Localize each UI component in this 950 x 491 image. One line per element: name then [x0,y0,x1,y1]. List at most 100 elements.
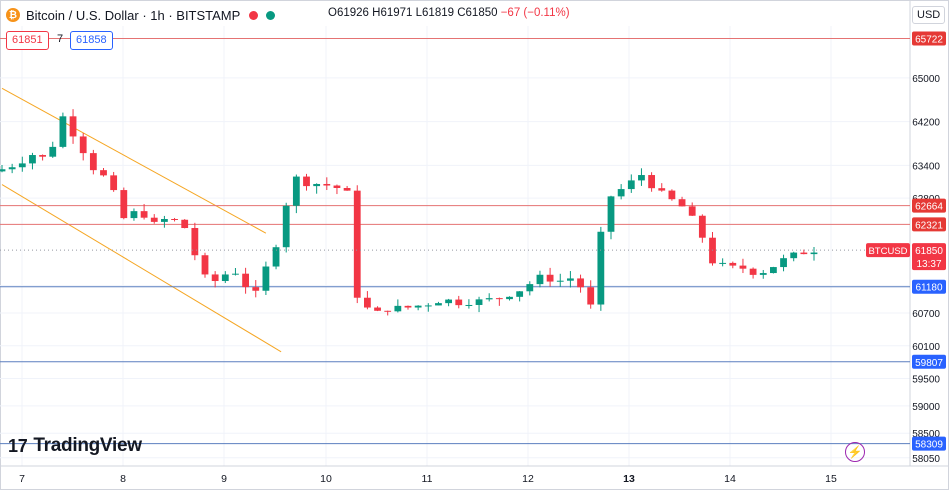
ohlc-open: O61926 [328,7,369,19]
candle-body [120,190,128,219]
candle-body [323,183,331,186]
symbol-header[interactable]: ₿ Bitcoin / U.S. Dollar · 1h · BITSTAMP [6,7,276,23]
time-tick-label: 8 [120,473,126,485]
current-price-badge [912,243,946,271]
candle-body [668,190,676,200]
candle-body [678,199,686,207]
time-tick-label: 12 [522,473,534,485]
candle-body [161,218,168,222]
candle-body [536,274,544,285]
candle-body [282,205,290,248]
candle-body [211,274,219,282]
channel-line-upper [1,87,267,234]
candle-body [252,287,260,291]
candle-body [445,299,452,304]
ohlc-low: L61819 [415,7,455,19]
candle-body [313,183,321,187]
candle-body [292,176,300,206]
candle-body [546,274,554,282]
candle-body [364,297,371,308]
candle-body [242,273,249,288]
candle-body [110,175,118,191]
channel-line-lower [1,184,282,353]
time-tick-label: 9 [221,473,227,485]
candle-body [384,310,392,312]
price-tick-label: 65000 [912,74,940,85]
level-badge-support [912,279,946,294]
spread-value: 7 [57,33,64,45]
candle-body [140,211,148,218]
sell-price-button[interactable]: 61851 [6,31,49,50]
candle-body [221,274,229,282]
ohlc-change: −67 (−0.11%) [500,7,570,19]
ohlc-close: C61850 [457,7,498,19]
candle-body [191,228,199,256]
candle-body [394,305,402,312]
time-tick-label: 13 [623,473,635,485]
symbol-tag-badge [866,243,910,258]
level-badge-label: 61180 [915,283,943,294]
candle-body [29,155,36,164]
candle-body [485,298,493,300]
candle-body [8,167,16,170]
candle-body [607,196,615,232]
time-tick-label: 11 [422,473,433,485]
candle-body [506,296,513,300]
candle-body [89,153,97,171]
candle-body [100,170,107,176]
tradingview-mark-icon: 17 [8,435,28,456]
level-badge-resistance [912,31,946,46]
tradingview-logo[interactable]: 17 TradingView [8,435,142,457]
candle-body [729,262,737,266]
candle-body [69,116,77,137]
candle-body [719,262,727,264]
candle-body [201,255,209,275]
candle-body [526,284,534,292]
candle-body [567,278,574,281]
ohlc-high: H61971 [372,7,413,19]
status-dot-green [266,10,276,20]
candle-body [810,252,818,255]
time-tick-label: 7 [19,473,25,485]
level-badge-label: 65722 [915,34,943,45]
candle-body [617,189,625,197]
currency-selector[interactable]: USD [912,6,946,24]
price-tick-label: 58500 [912,429,940,440]
status-dot-red [249,10,259,20]
candle-body [303,176,310,187]
candle-body [150,217,158,222]
candle-body [495,298,503,300]
candle-body [333,185,341,188]
buy-price-button[interactable]: 61858 [70,31,113,50]
candle-body [232,273,239,275]
bar-countdown-label: 13:37 [916,259,941,270]
candle-body [49,146,57,157]
candle-body [424,305,432,307]
lightning-icon[interactable]: ⚡ [845,442,865,462]
symbol-tag-label: BTCUSD [868,246,907,257]
candle-body [577,278,584,288]
candle-body [780,258,787,268]
candle-body [770,267,777,274]
candle-body [39,155,46,157]
candle-body [414,305,422,308]
candle-body [435,303,442,306]
candle-body [739,265,747,269]
candle-body [465,304,473,306]
candle-body [658,188,666,191]
time-tick-label: 14 [724,473,736,485]
level-badge-label: 62664 [915,202,943,213]
candle-body [262,266,270,291]
ohlc-readout: O61926 H61971 L61819 C61850 −67 (−0.11%) [328,7,570,19]
level-badge-label: 59807 [915,358,943,369]
candle-body [171,218,178,220]
candle-body [698,215,706,238]
price-tick-label: 63400 [912,161,940,172]
time-tick-label: 10 [320,473,332,485]
candle-body [272,247,280,267]
candle-body [18,163,26,168]
price-tick-label: 64200 [912,118,940,129]
candle-body [597,231,605,305]
